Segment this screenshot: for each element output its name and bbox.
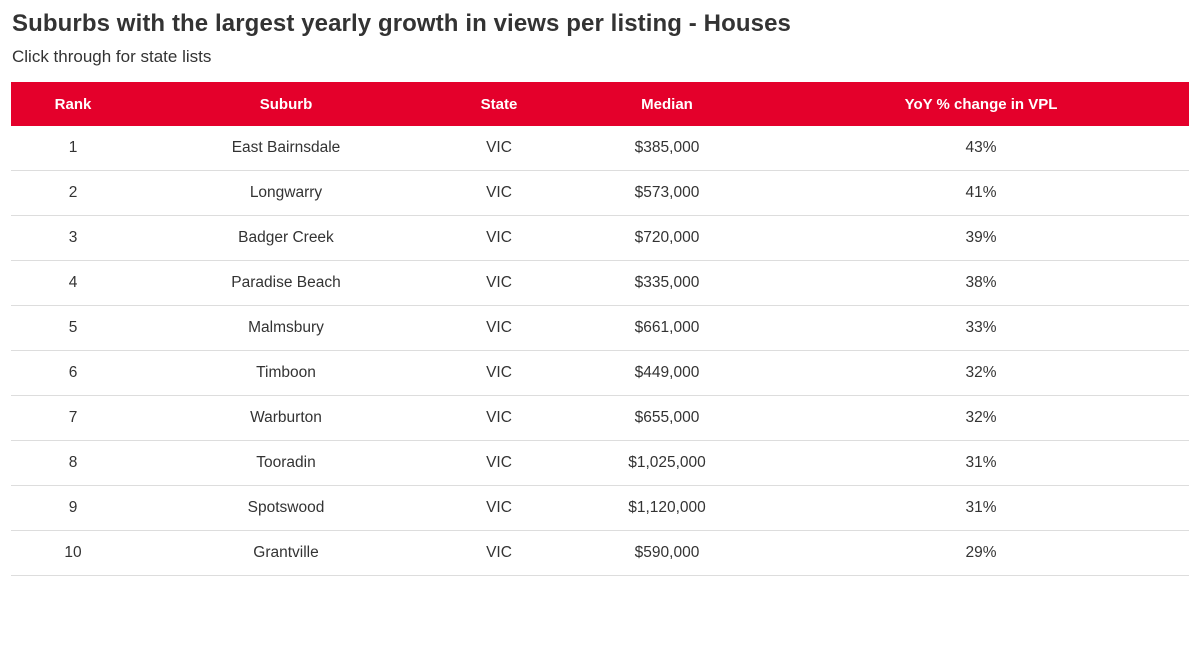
table-row: 7 Warburton VIC $655,000 32% xyxy=(11,395,1189,441)
cell-yoy-change: 33% xyxy=(773,305,1189,351)
cell-median: $335,000 xyxy=(561,260,773,306)
chart-subtitle[interactable]: Click through for state lists xyxy=(12,47,212,66)
cell-rank: 3 xyxy=(11,215,135,261)
table-row: 8 Tooradin VIC $1,025,000 31% xyxy=(11,440,1189,486)
cell-yoy-change: 31% xyxy=(773,485,1189,531)
cell-median: $720,000 xyxy=(561,215,773,261)
cell-yoy-change: 38% xyxy=(773,260,1189,306)
cell-yoy-change: 43% xyxy=(773,126,1189,171)
header-row: Rank Suburb State Median YoY % change in VPL xyxy=(11,82,1189,126)
cell-median: $655,000 xyxy=(561,395,773,441)
table-header: Rank Suburb State Median YoY % change in VPL xyxy=(11,82,1189,126)
cell-suburb: Spotswood xyxy=(135,485,437,531)
cell-median: $573,000 xyxy=(561,170,773,216)
cell-rank: 1 xyxy=(11,126,135,171)
column-header-yoy-change: YoY % change in VPL xyxy=(773,82,1189,126)
table-row: 9 Spotswood VIC $1,120,000 31% xyxy=(11,485,1189,531)
cell-suburb: Badger Creek xyxy=(135,215,437,261)
cell-state: VIC xyxy=(437,395,561,441)
cell-yoy-change: 29% xyxy=(773,530,1189,576)
cell-state: VIC xyxy=(437,440,561,486)
column-header-suburb: Suburb xyxy=(135,82,437,126)
cell-state: VIC xyxy=(437,260,561,306)
table-row: 1 East Bairnsdale VIC $385,000 43% xyxy=(11,126,1189,171)
cell-rank: 2 xyxy=(11,170,135,216)
cell-state: VIC xyxy=(437,350,561,396)
cell-median: $385,000 xyxy=(561,126,773,171)
cell-rank: 9 xyxy=(11,485,135,531)
cell-yoy-change: 41% xyxy=(773,170,1189,216)
cell-state: VIC xyxy=(437,215,561,261)
cell-suburb: Warburton xyxy=(135,395,437,441)
cell-rank: 7 xyxy=(11,395,135,441)
cell-yoy-change: 32% xyxy=(773,395,1189,441)
cell-suburb: Tooradin xyxy=(135,440,437,486)
cell-suburb: Grantville xyxy=(135,530,437,576)
cell-rank: 6 xyxy=(11,350,135,396)
cell-median: $590,000 xyxy=(561,530,773,576)
cell-state: VIC xyxy=(437,485,561,531)
cell-median: $1,120,000 xyxy=(561,485,773,531)
cell-state: VIC xyxy=(437,305,561,351)
table-row: 10 Grantville VIC $590,000 29% xyxy=(11,530,1189,576)
cell-state: VIC xyxy=(437,530,561,576)
table-row: 6 Timboon VIC $449,000 32% xyxy=(11,350,1189,396)
cell-rank: 5 xyxy=(11,305,135,351)
cell-yoy-change: 31% xyxy=(773,440,1189,486)
column-header-median: Median xyxy=(561,82,773,126)
cell-rank: 8 xyxy=(11,440,135,486)
cell-median: $1,025,000 xyxy=(561,440,773,486)
column-header-rank: Rank xyxy=(11,82,135,126)
table-row: 4 Paradise Beach VIC $335,000 38% xyxy=(11,260,1189,306)
table-row: 3 Badger Creek VIC $720,000 39% xyxy=(11,215,1189,261)
chart-title: Suburbs with the largest yearly growth i… xyxy=(12,10,791,37)
cell-yoy-change: 32% xyxy=(773,350,1189,396)
cell-median: $449,000 xyxy=(561,350,773,396)
cell-rank: 4 xyxy=(11,260,135,306)
cell-rank: 10 xyxy=(11,530,135,576)
cell-suburb: Malmsbury xyxy=(135,305,437,351)
table-row: 5 Malmsbury VIC $661,000 33% xyxy=(11,305,1189,351)
cell-suburb: Paradise Beach xyxy=(135,260,437,306)
column-header-state: State xyxy=(437,82,561,126)
suburbs-table: Rank Suburb State Median YoY % change in VPL… xyxy=(11,82,1189,576)
cell-yoy-change: 39% xyxy=(773,215,1189,261)
cell-median: $661,000 xyxy=(561,305,773,351)
table-body: 1 East Bairnsdale VIC $385,000 43% 2 Longwarry… xyxy=(11,126,1189,576)
cell-state: VIC xyxy=(437,126,561,171)
cell-state: VIC xyxy=(437,170,561,216)
cell-suburb: East Bairnsdale xyxy=(135,126,437,171)
cell-suburb: Longwarry xyxy=(135,170,437,216)
cell-suburb: Timboon xyxy=(135,350,437,396)
table-row: 2 Longwarry VIC $573,000 41% xyxy=(11,170,1189,216)
